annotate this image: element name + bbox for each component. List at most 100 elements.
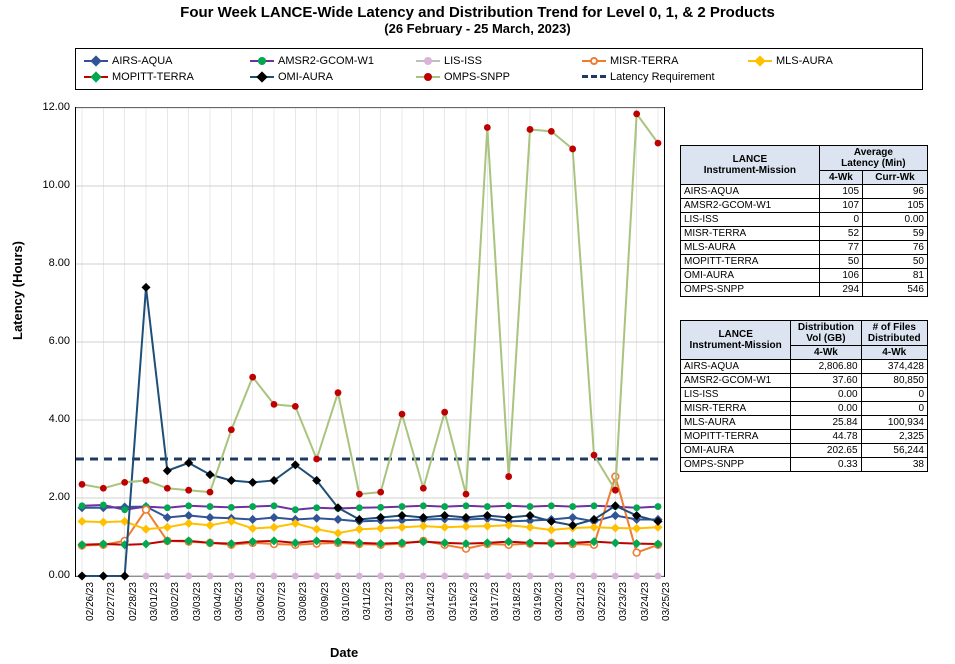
row-val: 2,325	[861, 430, 927, 444]
title-line2: (26 February - 25 March, 2023)	[0, 21, 955, 36]
row-val: 0	[819, 213, 862, 227]
row-val: 105	[863, 199, 928, 213]
x-tick-label: 03/21/23	[576, 582, 587, 632]
row-val: 100,934	[861, 416, 927, 430]
x-tick-label: 03/25/23	[661, 582, 672, 632]
row-val: 50	[819, 255, 862, 269]
y-tick-label: 12.00	[30, 101, 70, 113]
row-val: 2,806.80	[791, 360, 861, 374]
legend-label: LIS-ISS	[444, 55, 482, 67]
row-name: AMSR2-GCOM-W1	[681, 199, 820, 213]
legend-label: AIRS-AQUA	[112, 55, 173, 67]
table-subheader: 4-Wk	[861, 346, 927, 360]
y-tick-label: 10.00	[30, 179, 70, 191]
row-val: 0	[861, 402, 927, 416]
x-tick-label: 03/06/23	[256, 582, 267, 632]
x-tick-label: 03/16/23	[469, 582, 480, 632]
row-val: 0.00	[791, 402, 861, 416]
x-tick-label: 03/13/23	[405, 582, 416, 632]
row-name: OMPS-SNPP	[681, 283, 820, 297]
table-row: MLS-AURA7776	[681, 241, 928, 255]
legend-label: OMPS-SNPP	[444, 71, 510, 83]
x-tick-label: 03/03/23	[192, 582, 203, 632]
plot-svg	[76, 108, 664, 576]
row-val: 105	[819, 185, 862, 199]
legend-item: OMPS-SNPP	[416, 69, 582, 85]
row-name: AIRS-AQUA	[681, 185, 820, 199]
y-tick-label: 0.00	[30, 569, 70, 581]
row-val: 80,850	[861, 374, 927, 388]
table-row: MOPITT-TERRA5050	[681, 255, 928, 269]
table-row: MISR-TERRA0.000	[681, 402, 928, 416]
row-name: MISR-TERRA	[681, 227, 820, 241]
row-name: MISR-TERRA	[681, 402, 791, 416]
table-row: MISR-TERRA5259	[681, 227, 928, 241]
x-tick-label: 03/10/23	[341, 582, 352, 632]
x-tick-label: 03/14/23	[426, 582, 437, 632]
row-val: 44.78	[791, 430, 861, 444]
x-tick-label: 03/24/23	[640, 582, 651, 632]
legend-label: MLS-AURA	[776, 55, 833, 67]
row-name: MLS-AURA	[681, 241, 820, 255]
x-tick-label: 03/18/23	[512, 582, 523, 632]
table-row: OMPS-SNPP294546	[681, 283, 928, 297]
table-subheader: 4-Wk	[791, 346, 861, 360]
x-tick-label: 02/28/23	[128, 582, 139, 632]
row-name: LIS-ISS	[681, 388, 791, 402]
x-tick-label: 03/23/23	[618, 582, 629, 632]
row-name: MOPITT-TERRA	[681, 255, 820, 269]
table-header: AverageLatency (Min)	[819, 146, 927, 171]
x-tick-label: 03/09/23	[320, 582, 331, 632]
row-val: 202.65	[791, 444, 861, 458]
row-val: 294	[819, 283, 862, 297]
row-val: 81	[863, 269, 928, 283]
row-name: AMSR2-GCOM-W1	[681, 374, 791, 388]
y-tick-label: 4.00	[30, 413, 70, 425]
x-tick-label: 02/27/23	[106, 582, 117, 632]
table-row: AIRS-AQUA10596	[681, 185, 928, 199]
row-val: 106	[819, 269, 862, 283]
table-row: AMSR2-GCOM-W137.6080,850	[681, 374, 928, 388]
table-row: OMI-AURA202.6556,244	[681, 444, 928, 458]
row-val: 0.33	[791, 458, 861, 472]
row-val: 0.00	[791, 388, 861, 402]
x-tick-label: 03/19/23	[533, 582, 544, 632]
table-subheader: 4-Wk	[819, 171, 862, 185]
table-header: # of FilesDistributed	[861, 321, 927, 346]
table-header: DistributionVol (GB)	[791, 321, 861, 346]
table-row: OMI-AURA10681	[681, 269, 928, 283]
table-row: LIS-ISS00.00	[681, 213, 928, 227]
legend-item: MOPITT-TERRA	[84, 69, 250, 85]
x-tick-label: 03/01/23	[149, 582, 160, 632]
row-val: 56,244	[861, 444, 927, 458]
row-val: 38	[861, 458, 927, 472]
legend-item: AIRS-AQUA	[84, 53, 250, 69]
legend-item: OMI-AURA	[250, 69, 416, 85]
row-val: 546	[863, 283, 928, 297]
row-val: 0	[861, 388, 927, 402]
x-tick-label: 03/17/23	[490, 582, 501, 632]
legend-item: AMSR2-GCOM-W1	[250, 53, 416, 69]
root-container: Four Week LANCE-Wide Latency and Distrib…	[0, 0, 955, 664]
row-val: 25.84	[791, 416, 861, 430]
table-row: AIRS-AQUA2,806.80374,428	[681, 360, 928, 374]
row-val: 50	[863, 255, 928, 269]
row-val: 59	[863, 227, 928, 241]
row-name: MOPITT-TERRA	[681, 430, 791, 444]
distribution-table: LANCEInstrument-MissionDistributionVol (…	[680, 320, 928, 472]
row-val: 37.60	[791, 374, 861, 388]
row-val: 76	[863, 241, 928, 255]
y-tick-label: 8.00	[30, 257, 70, 269]
latency-table: LANCEInstrument-MissionAverageLatency (M…	[680, 145, 928, 297]
legend-item: MLS-AURA	[748, 53, 914, 69]
x-tick-label: 03/22/23	[597, 582, 608, 632]
x-tick-label: 02/26/23	[85, 582, 96, 632]
table-header: LANCEInstrument-Mission	[681, 146, 820, 185]
y-axis-label: Latency (Hours)	[10, 241, 25, 340]
x-tick-label: 03/08/23	[298, 582, 309, 632]
row-val: 374,428	[861, 360, 927, 374]
legend-label: MOPITT-TERRA	[112, 71, 194, 83]
legend-label: Latency Requirement	[610, 71, 715, 83]
table-row: MLS-AURA25.84100,934	[681, 416, 928, 430]
legend-item: MISR-TERRA	[582, 53, 748, 69]
